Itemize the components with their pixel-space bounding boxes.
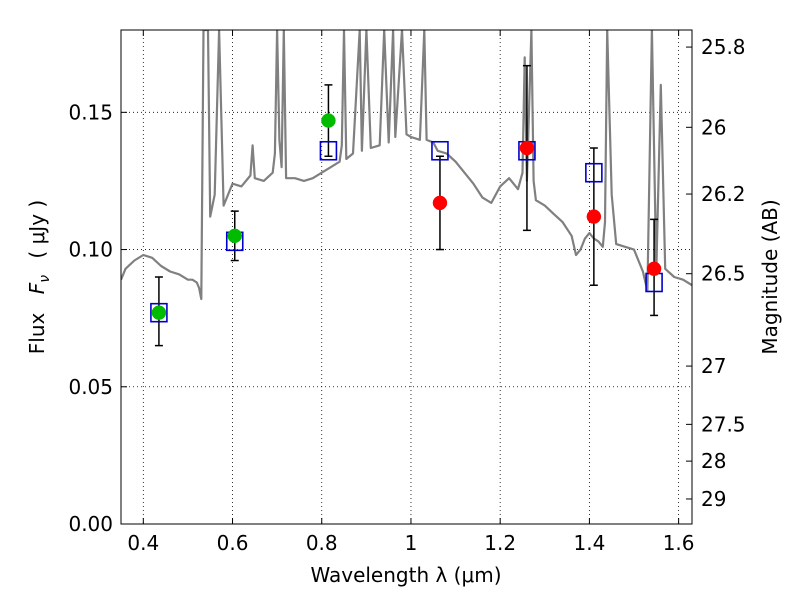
observed-red-point [432,195,448,211]
model-square-point [585,162,603,183]
right-tick-label: 29 [701,487,726,511]
right-tick-label: 28 [701,449,726,473]
x-tick-label: 1.2 [484,531,516,555]
right-tick-label: 27 [701,354,726,378]
model-square-point [319,140,338,161]
x-axis-label: Wavelength λ (μm) [310,563,501,587]
observed-red-point [519,140,535,156]
y-tick-label: 0.10 [68,238,113,262]
right-axis-label: Magnitude (AB) [758,199,782,354]
model-square-point [431,140,449,161]
x-tick-label: 1.4 [573,531,605,555]
observed-green-point [227,228,243,244]
plot-area [121,30,692,347]
x-tick-label: 0.8 [306,531,338,555]
model-square-point [150,302,168,323]
x-tick-label: 1 [405,531,418,555]
right-tick-label: 26.2 [701,182,746,206]
x-tick-label: 0.4 [127,531,159,555]
right-tick-label: 26.5 [701,262,746,286]
y-axis-label-unit: ( μJy ) [25,200,49,259]
plot-frame [120,29,693,525]
spectrum-line [121,30,692,301]
y-tick-label: 0.15 [68,100,113,124]
x-tick-label: 1.6 [663,531,695,555]
y-axis-label-subscript: ν [37,275,53,283]
x-tick-label: 0.6 [217,531,249,555]
y-axis-label-symbol: F [25,282,49,294]
y-tick-label: 0.05 [68,375,113,399]
y-axis-label-prefix: Flux [25,312,49,354]
observed-red-point [646,261,662,277]
axes: 0.4 0.6 0.8 1 1.2 1.4 1.6 0.00 0.05 0.10 0.15 25.8 2… [68,30,746,555]
right-tick-label: 26 [701,115,726,139]
y-tick-label: 0.00 [68,512,113,536]
right-tick-label: 27.5 [701,412,746,436]
y-axis-label: Flux Fν ( μJy ) [25,200,54,354]
observed-green-point [151,305,167,320]
observed-green-point [321,113,336,128]
observed-red-point [586,209,602,224]
right-tick-label: 25.8 [701,35,746,59]
